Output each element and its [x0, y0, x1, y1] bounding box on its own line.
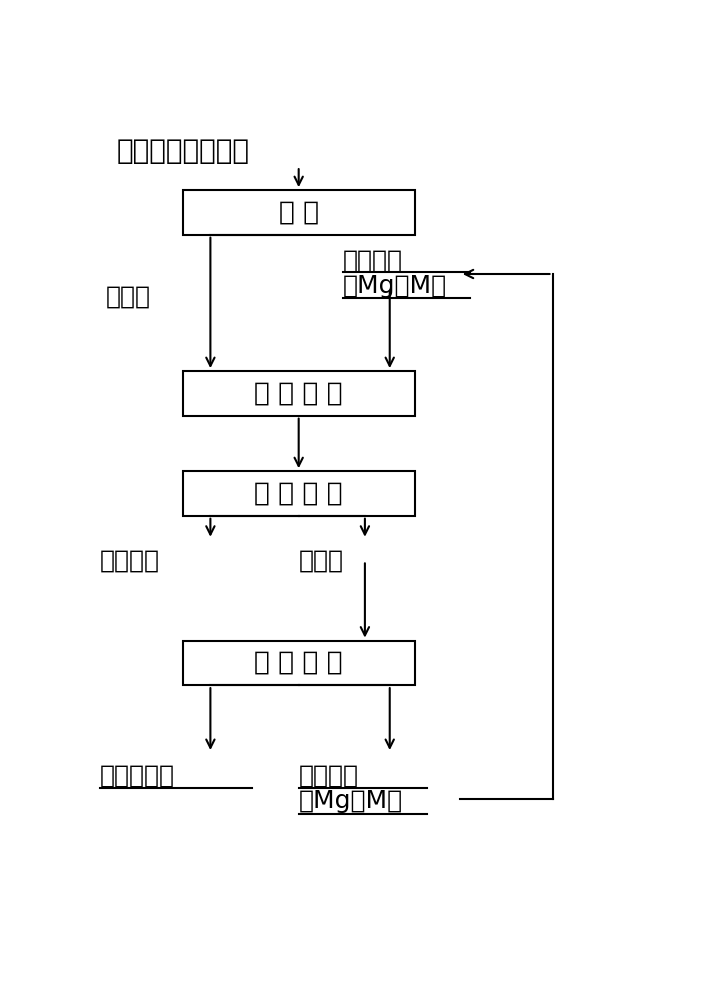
- Text: 废旧镍基高温合金: 废旧镍基高温合金: [117, 137, 250, 165]
- Bar: [183, 471, 414, 516]
- Text: 熔 体 萃 取: 熔 体 萃 取: [254, 380, 343, 406]
- Text: （Mg、M）: （Mg、M）: [299, 789, 403, 813]
- Text: 合金残渣: 合金残渣: [100, 548, 160, 572]
- Text: 共熔体: 共熔体: [299, 548, 344, 572]
- Text: 清 洗: 清 洗: [278, 199, 319, 225]
- Text: 真 空 蒸 馏: 真 空 蒸 馏: [254, 650, 343, 676]
- Text: 机 械 分 离: 机 械 分 离: [254, 480, 343, 506]
- Text: 萃取介质: 萃取介质: [299, 764, 359, 788]
- Text: 萃取介质: 萃取介质: [343, 248, 403, 272]
- Bar: [183, 190, 414, 235]
- Text: 金属镍钴粉: 金属镍钴粉: [100, 764, 175, 788]
- Bar: [183, 371, 414, 416]
- Text: 干净料: 干净料: [105, 285, 150, 309]
- Text: （Mg、M）: （Mg、M）: [343, 274, 447, 298]
- Bar: [183, 641, 414, 685]
